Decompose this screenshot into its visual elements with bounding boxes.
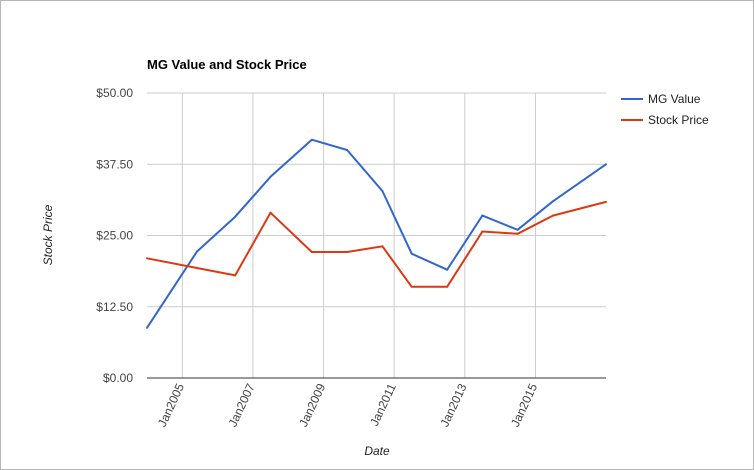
- data-point-stock-price: [481, 230, 484, 233]
- data-point-mg-value: [410, 252, 413, 255]
- data-point-mg-value: [481, 214, 484, 217]
- data-point-stock-price: [605, 200, 607, 203]
- data-point-stock-price: [346, 251, 349, 254]
- y-axis-ticks: $0.00 $12.50 $25.00 $37.50 $50.00: [96, 86, 133, 385]
- data-point-mg-value: [605, 163, 607, 166]
- y-tick-label: $25.00: [96, 229, 133, 243]
- legend-label-mg-value: MG Value: [648, 92, 701, 106]
- data-point-mg-value: [446, 268, 449, 271]
- data-point-mg-value: [269, 175, 272, 178]
- series-line-mg-value: [146, 138, 607, 329]
- data-point-stock-price: [269, 211, 272, 214]
- x-tick-label: Jan2015: [508, 381, 540, 429]
- data-point-mg-value: [310, 138, 313, 141]
- y-tick-label: $50.00: [96, 86, 133, 100]
- x-tick-label: Jan2011: [367, 381, 399, 428]
- data-point-mg-value: [516, 228, 519, 231]
- data-point-mg-value: [381, 190, 384, 193]
- data-point-stock-price: [516, 232, 519, 235]
- data-point-stock-price: [234, 274, 237, 277]
- gridlines: [147, 92, 606, 378]
- x-axis-ticks: Jan2005 Jan2007 Jan2009 Jan2011 Jan2013 Jan20…: [155, 381, 540, 429]
- x-tick-label: Jan2005: [155, 381, 187, 429]
- y-tick-label: $37.50: [96, 157, 133, 171]
- x-tick-label: Jan2009: [296, 381, 328, 429]
- data-point-stock-price: [551, 214, 554, 217]
- data-point-stock-price: [446, 285, 449, 288]
- data-point-mg-value: [234, 215, 237, 218]
- legend-label-stock-price: Stock Price: [648, 113, 709, 127]
- data-point-mg-value: [346, 149, 349, 151]
- data-point-stock-price: [410, 285, 413, 288]
- y-axis-title: Stock Price: [41, 204, 55, 265]
- x-tick-label: Jan2013: [437, 381, 469, 429]
- data-point-stock-price: [381, 245, 384, 248]
- data-point-mg-value: [146, 326, 148, 329]
- x-tick-label: Jan2007: [226, 381, 258, 429]
- data-point-mg-value: [195, 250, 198, 253]
- data-point-stock-price: [146, 257, 148, 260]
- series-lines: [146, 138, 607, 329]
- x-axis-title: Date: [364, 444, 390, 458]
- data-point-mg-value: [551, 200, 554, 203]
- y-tick-label: $0.00: [103, 371, 133, 385]
- data-point-stock-price: [310, 251, 313, 254]
- chart-title: MG Value and Stock Price: [147, 57, 307, 72]
- y-tick-label: $12.50: [96, 300, 133, 314]
- data-point-stock-price: [195, 266, 198, 269]
- legend: MG Value Stock Price: [621, 92, 709, 127]
